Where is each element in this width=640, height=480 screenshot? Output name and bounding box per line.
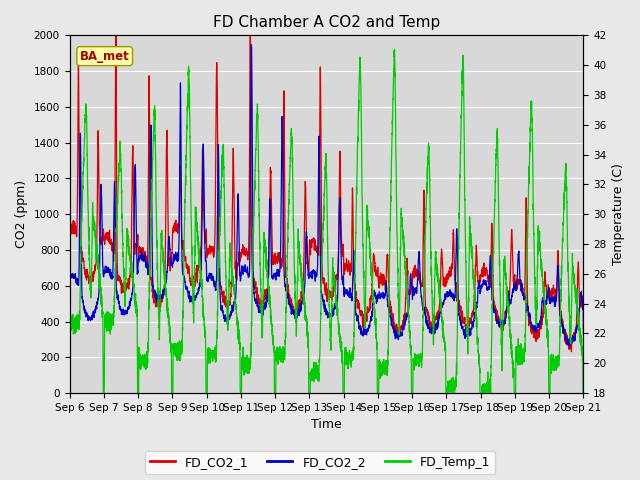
Y-axis label: Temperature (C): Temperature (C) [612, 163, 625, 265]
Y-axis label: CO2 (ppm): CO2 (ppm) [15, 180, 28, 248]
Text: BA_met: BA_met [80, 49, 129, 63]
X-axis label: Time: Time [311, 419, 342, 432]
Legend: FD_CO2_1, FD_CO2_2, FD_Temp_1: FD_CO2_1, FD_CO2_2, FD_Temp_1 [145, 451, 495, 474]
Title: FD Chamber A CO2 and Temp: FD Chamber A CO2 and Temp [213, 15, 440, 30]
